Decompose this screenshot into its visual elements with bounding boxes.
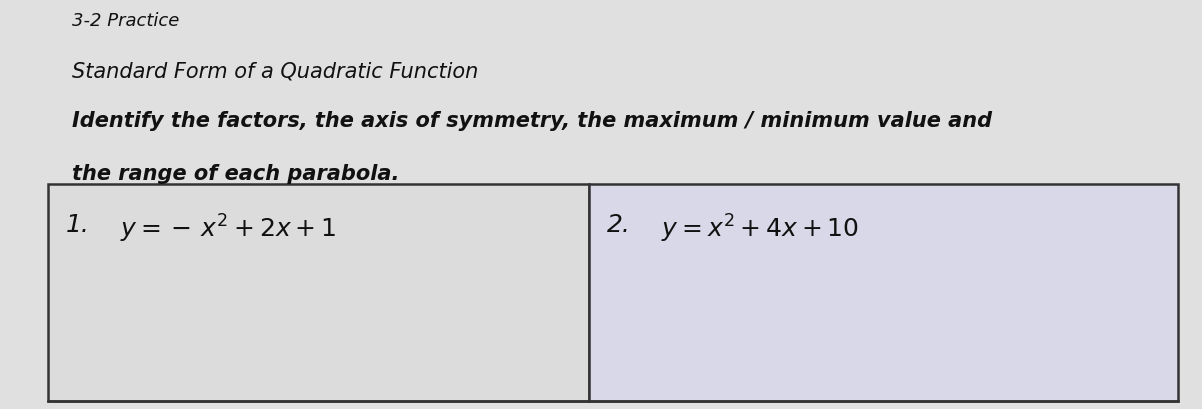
Text: 1.: 1. <box>66 213 90 237</box>
Text: 3-2 Practice: 3-2 Practice <box>72 12 179 30</box>
Text: Standard Form of a Quadratic Function: Standard Form of a Quadratic Function <box>72 61 478 81</box>
Text: Identify the factors, the axis of symmetry, the maximum / minimum value and: Identify the factors, the axis of symmet… <box>72 110 992 130</box>
Bar <box>589 184 1178 401</box>
Text: 2.: 2. <box>607 213 631 237</box>
Text: the range of each parabola.: the range of each parabola. <box>72 164 399 184</box>
Text: $y = -\,x^{2} + 2x + 1$: $y = -\,x^{2} + 2x + 1$ <box>120 213 337 245</box>
Text: $y = x^{2} + 4x + 10$: $y = x^{2} + 4x + 10$ <box>661 213 859 245</box>
Bar <box>48 184 589 401</box>
